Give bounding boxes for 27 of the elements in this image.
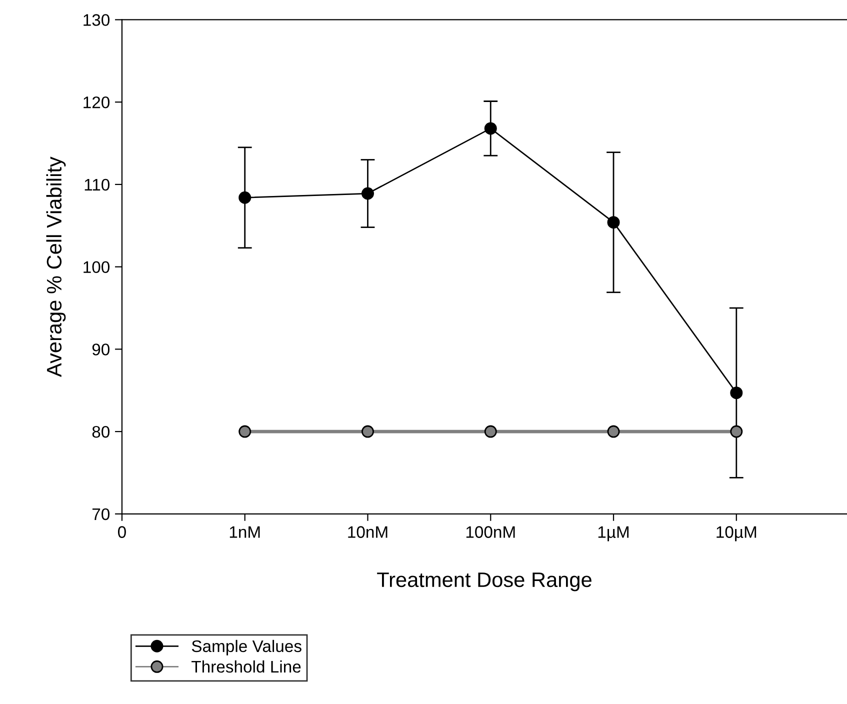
y-tick-label: 110: [84, 178, 110, 191]
point: [238, 425, 252, 438]
x-axis-title: Treatment Dose Range: [377, 572, 592, 592]
point: [730, 425, 743, 438]
point: [607, 425, 620, 438]
y-tick-label: 130: [84, 14, 110, 26]
y-axis-title: Average % Cell Viability: [46, 156, 66, 377]
y-tick-label: 90: [92, 344, 110, 356]
x-tick-label: 10µM: [716, 526, 756, 542]
y-tick-label: 120: [84, 96, 110, 108]
point: [361, 425, 374, 438]
legend-label: Sample Values: [192, 640, 302, 656]
y-tick-label: 80: [92, 426, 110, 438]
point: [238, 191, 252, 204]
x-tick-label: 10nM: [348, 526, 388, 538]
point: [484, 425, 497, 438]
x-tick-label: 0: [118, 526, 126, 538]
y-tick-label: 70: [92, 508, 110, 520]
point: [484, 122, 497, 135]
point: [730, 386, 743, 400]
y-tick-label: 100: [84, 261, 110, 274]
x-tick-label: 100nM: [466, 526, 515, 538]
point: [607, 216, 620, 229]
x-tick-label: 1µM: [598, 526, 629, 542]
x-tick-label: 1nM: [230, 526, 260, 538]
legend-label: Threshold Line: [192, 660, 301, 673]
point: [361, 187, 374, 200]
